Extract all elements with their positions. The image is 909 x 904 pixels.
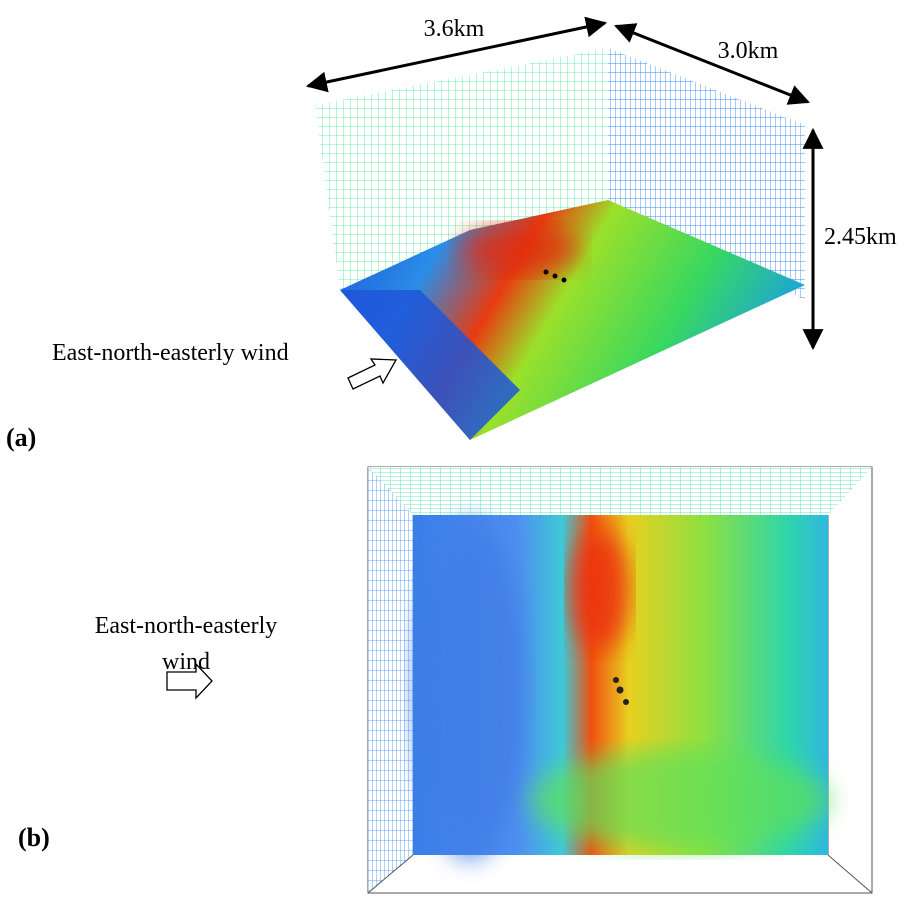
panel-label: (b) xyxy=(18,823,50,852)
terrain-peak xyxy=(570,530,630,650)
terrain-mid xyxy=(530,750,830,850)
height-label: 2.45km xyxy=(824,224,897,250)
terrain-low xyxy=(415,520,525,860)
panel-label: (a) xyxy=(6,423,36,452)
panel-b: East-north-easterly wind (b) xyxy=(18,467,872,893)
wind-label: East-north-easterly xyxy=(95,613,278,639)
width-label: 3.6km xyxy=(424,16,485,42)
wall-top xyxy=(368,467,872,515)
figure: 3.6km 3.0km 2.45km East-north-easterly w… xyxy=(0,0,909,904)
marker xyxy=(562,278,567,283)
marker xyxy=(553,274,558,279)
marker xyxy=(617,687,624,694)
panel-a: 3.6km 3.0km 2.45km East-north-easterly w… xyxy=(6,16,897,452)
marker xyxy=(544,270,549,275)
depth-label: 3.0km xyxy=(718,38,779,64)
wall-left xyxy=(368,467,413,893)
terrain-peak xyxy=(460,225,580,275)
wind-arrow xyxy=(348,359,396,389)
wind-label: East-north-easterly wind xyxy=(52,340,289,366)
marker xyxy=(623,699,629,705)
marker xyxy=(613,677,619,683)
